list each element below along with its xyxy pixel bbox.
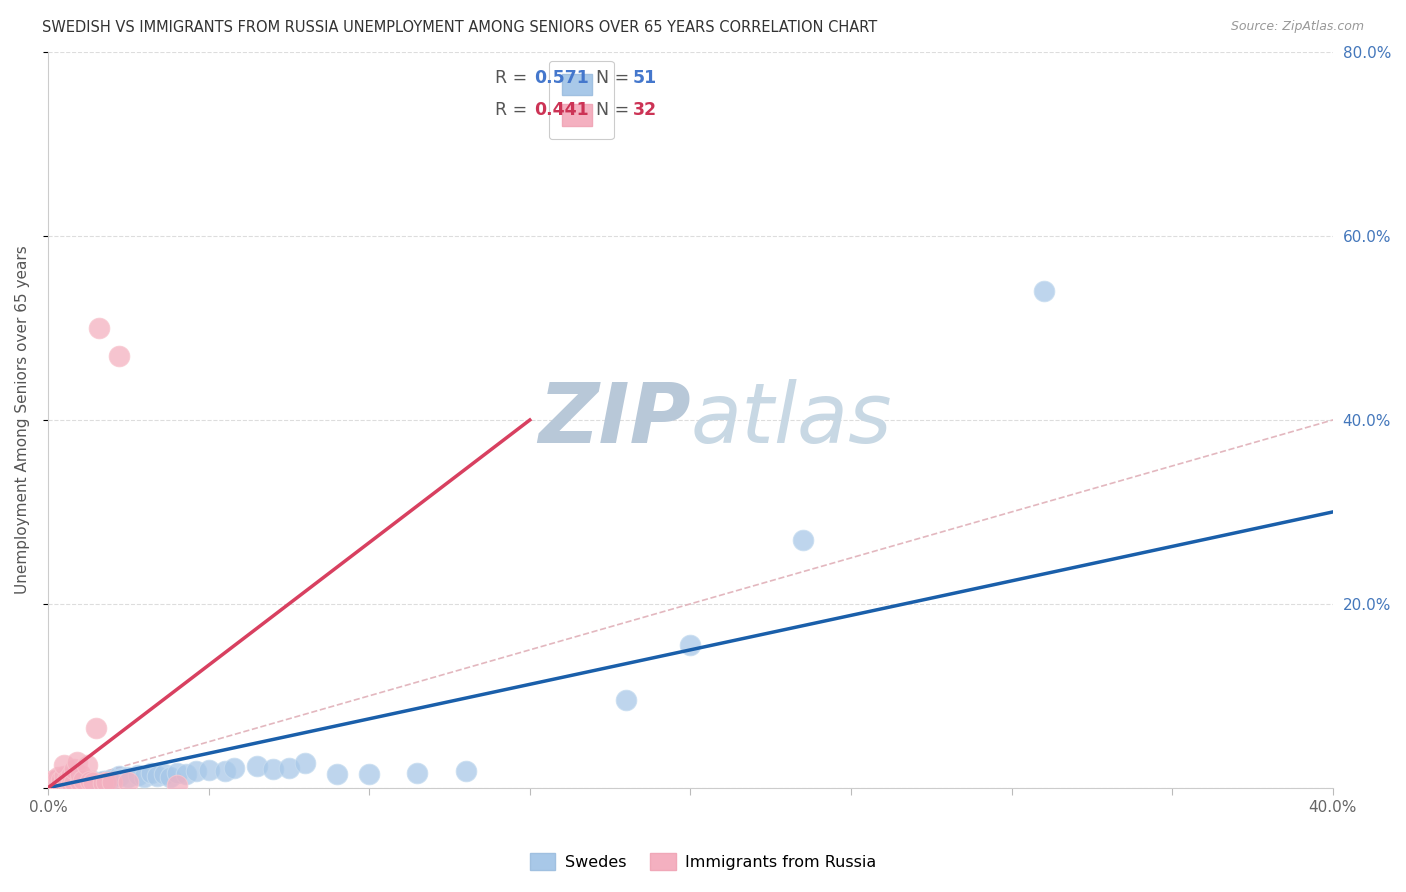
Point: [76, 775, 98, 789]
Point: [53, 775, 76, 789]
Point: [53, 775, 76, 789]
Point: [56, 774, 79, 789]
Point: [1032, 285, 1054, 299]
Point: [152, 767, 174, 781]
Point: [62, 763, 84, 777]
Point: [44, 776, 66, 790]
Point: [53, 777, 76, 791]
Text: SWEDISH VS IMMIGRANTS FROM RUSSIA UNEMPLOYMENT AMONG SENIORS OVER 65 YEARS CORRE: SWEDISH VS IMMIGRANTS FROM RUSSIA UNEMPL…: [42, 20, 877, 35]
Point: [84, 776, 107, 790]
Point: [117, 770, 139, 784]
Point: [278, 760, 301, 774]
Point: [91, 774, 114, 789]
Point: [117, 775, 139, 789]
Legend: , : ,: [548, 61, 613, 139]
Point: [46, 777, 69, 791]
Text: 51: 51: [633, 69, 657, 87]
Point: [98, 773, 121, 788]
Point: [66, 776, 89, 790]
Point: [46, 770, 69, 784]
Point: [66, 755, 89, 769]
Point: [159, 770, 181, 784]
Text: R =: R =: [495, 101, 533, 119]
Point: [66, 773, 89, 788]
Point: [46, 775, 69, 789]
Point: [59, 775, 82, 789]
Point: [174, 767, 197, 781]
Point: [79, 774, 101, 789]
Text: N =: N =: [585, 101, 636, 119]
Point: [69, 777, 91, 791]
Text: 0.571: 0.571: [534, 69, 589, 87]
Text: R =: R =: [495, 69, 533, 87]
Point: [56, 776, 79, 790]
Point: [246, 758, 269, 772]
Point: [224, 761, 246, 775]
Point: [59, 777, 82, 791]
Point: [127, 768, 149, 782]
Point: [44, 776, 66, 790]
Point: [44, 773, 66, 788]
Point: [79, 776, 101, 790]
Point: [59, 776, 82, 790]
Point: [166, 766, 188, 780]
Point: [49, 776, 72, 790]
Text: Source: ZipAtlas.com: Source: ZipAtlas.com: [1230, 20, 1364, 33]
Point: [49, 773, 72, 788]
Point: [56, 776, 79, 790]
Point: [454, 764, 477, 779]
Text: 32: 32: [633, 101, 657, 119]
Point: [49, 773, 72, 788]
Point: [262, 763, 284, 777]
Point: [62, 775, 84, 789]
Point: [39, 775, 62, 789]
Point: [101, 775, 124, 789]
Point: [62, 774, 84, 789]
Point: [214, 764, 236, 779]
Point: [294, 756, 316, 770]
Legend: Swedes, Immigrants from Russia: Swedes, Immigrants from Russia: [523, 847, 883, 877]
Y-axis label: Unemployment Among Seniors over 65 years: Unemployment Among Seniors over 65 years: [15, 245, 30, 594]
Point: [614, 693, 637, 707]
Point: [792, 533, 814, 547]
Point: [134, 770, 156, 784]
Point: [69, 775, 91, 789]
Point: [56, 773, 79, 788]
Point: [107, 769, 129, 783]
Text: N =: N =: [585, 69, 636, 87]
Point: [82, 774, 104, 789]
Point: [679, 638, 702, 652]
Point: [82, 775, 104, 789]
Point: [89, 321, 111, 335]
Text: atlas: atlas: [690, 379, 891, 460]
Point: [46, 774, 69, 789]
Point: [69, 775, 91, 789]
Point: [39, 774, 62, 789]
Point: [359, 767, 381, 781]
Point: [94, 775, 117, 789]
Point: [76, 757, 98, 772]
Point: [406, 766, 429, 780]
Point: [53, 757, 76, 772]
Point: [146, 769, 169, 783]
Point: [39, 777, 62, 791]
Point: [69, 767, 91, 781]
Point: [53, 769, 76, 783]
Point: [72, 773, 94, 788]
Text: ZIP: ZIP: [537, 379, 690, 460]
Point: [72, 774, 94, 789]
Point: [197, 764, 219, 778]
Point: [326, 767, 349, 781]
Point: [59, 768, 82, 782]
Point: [107, 349, 129, 363]
Point: [91, 776, 114, 790]
Point: [49, 776, 72, 790]
Point: [84, 721, 107, 735]
Point: [62, 778, 84, 792]
Point: [166, 778, 188, 792]
Text: 0.441: 0.441: [534, 101, 589, 119]
Point: [139, 766, 162, 780]
Point: [184, 764, 207, 779]
